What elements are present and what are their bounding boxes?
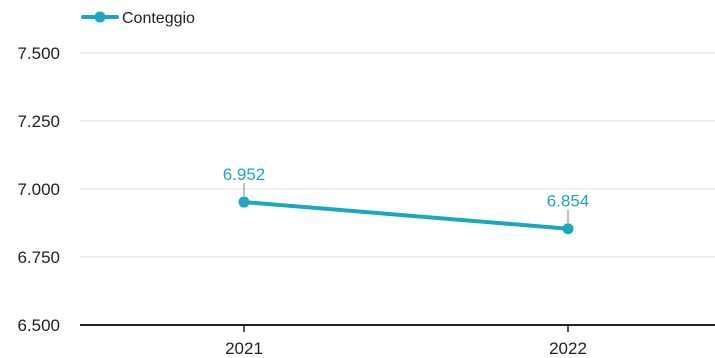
gridlines <box>80 52 715 258</box>
legend-label-conteggio: Conteggio <box>122 10 195 27</box>
y-tick-label: 6.750 <box>17 248 60 267</box>
y-tick-label: 6.500 <box>17 316 60 335</box>
axes: 7.500 7.250 7.000 6.750 6.500 2021 2022 <box>17 44 715 358</box>
legend[interactable]: Conteggio <box>81 10 195 27</box>
legend-swatch-marker <box>94 11 106 23</box>
data-label: 6.854 <box>547 192 590 211</box>
y-tick-label: 7.250 <box>17 112 60 131</box>
y-tick-label: 7.000 <box>17 180 60 199</box>
data-labels: 6.952 6.854 <box>223 165 590 223</box>
x-tick-label: 2021 <box>225 339 263 358</box>
series-layer <box>238 196 574 235</box>
y-tick-label: 7.500 <box>17 44 60 63</box>
data-point[interactable] <box>562 223 574 235</box>
series-line-conteggio <box>242 200 570 231</box>
data-label: 6.952 <box>223 165 266 184</box>
x-tick-label: 2022 <box>549 339 587 358</box>
data-point[interactable] <box>238 196 250 208</box>
